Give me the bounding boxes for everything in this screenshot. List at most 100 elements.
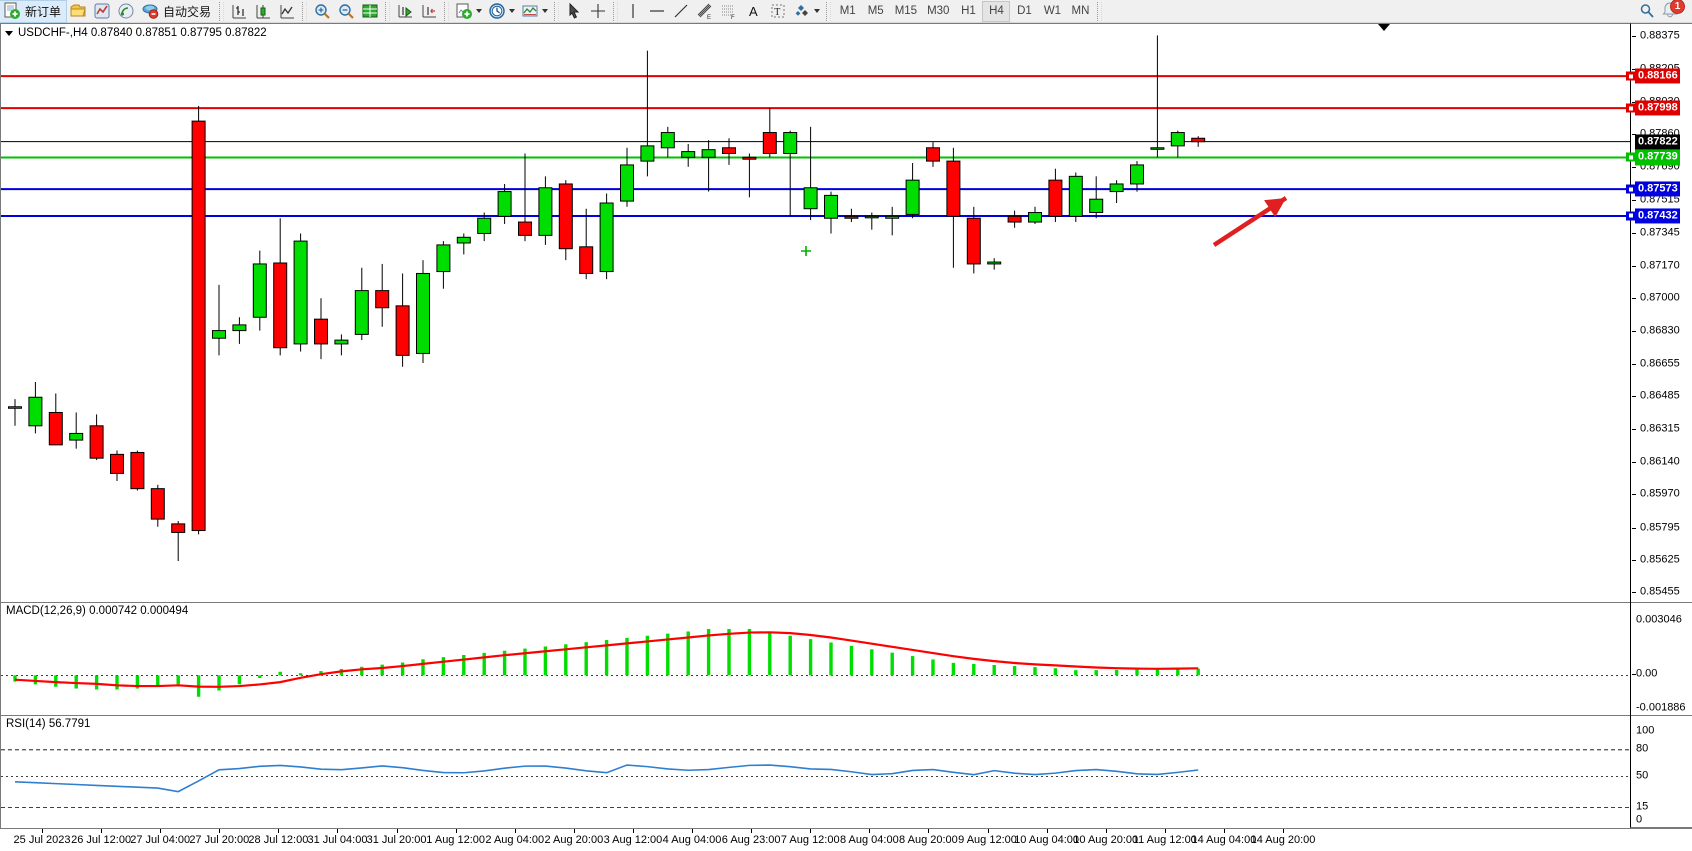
- candlestick-chart-button[interactable]: [251, 1, 275, 22]
- rsi-plot: [1, 749, 1631, 809]
- cursor-button[interactable]: [562, 1, 586, 22]
- notification-bell[interactable]: 1: [1662, 0, 1685, 21]
- zoom-in-button[interactable]: [310, 1, 334, 22]
- bar-chart-button[interactable]: [227, 1, 251, 22]
- period-button[interactable]: [485, 1, 518, 22]
- price-tick: [1632, 134, 1636, 136]
- timeframe-h4[interactable]: H4: [982, 0, 1011, 22]
- chevron-down-icon[interactable]: [476, 9, 483, 13]
- text-label-button[interactable]: T: [766, 1, 790, 22]
- svg-text:F: F: [731, 15, 735, 20]
- zoom-out-icon: [337, 2, 355, 20]
- auto-trading-button[interactable]: 自动交易: [138, 1, 216, 22]
- time-tick: [42, 829, 43, 833]
- candlestick-chart-icon: [254, 2, 272, 20]
- search-icon[interactable]: [1638, 2, 1656, 20]
- level-drag-handle[interactable]: [1626, 152, 1635, 162]
- indicators-button[interactable]: [90, 1, 114, 22]
- level-drag-handle[interactable]: [1626, 184, 1635, 194]
- text-button[interactable]: A: [741, 1, 766, 22]
- time-tick-label: 27 Jul 04:00: [130, 834, 191, 846]
- macd-tick: [1632, 674, 1636, 676]
- chart-collapse-arrow[interactable]: [1378, 24, 1390, 31]
- level-drag-handle[interactable]: [1626, 71, 1635, 81]
- vertical-line-button[interactable]: [621, 1, 645, 22]
- time-tick-label: 4 Aug 04:00: [662, 834, 722, 846]
- price-tick: [1632, 363, 1636, 365]
- rsi-tick-label: 80: [1636, 742, 1649, 755]
- timeframe-w1[interactable]: W1: [1043, 5, 1062, 17]
- equidistant-channel-icon: E: [696, 2, 714, 20]
- new-chart-button[interactable]: [452, 1, 485, 22]
- data-window-button[interactable]: [358, 1, 382, 22]
- toolbar-separator: [613, 1, 619, 21]
- price-tick: [1632, 102, 1636, 104]
- time-tick-label: 3 Aug 12:00: [603, 834, 663, 846]
- macd-pane[interactable]: MACD(12,26,9) 0.000742 0.000494: [1, 602, 1631, 714]
- timeframe-mn[interactable]: MN: [1071, 5, 1090, 17]
- time-tick: [928, 829, 930, 833]
- price-tick-label: 0.88375: [1640, 29, 1680, 42]
- price-level-label-support[interactable]: 0.87573: [1635, 181, 1680, 197]
- zoom-out-button[interactable]: [334, 1, 358, 22]
- price-tick: [1632, 68, 1636, 70]
- level-drag-handle[interactable]: [1626, 103, 1635, 113]
- time-axis[interactable]: 25 Jul 2023 26 Jul 12:00 27 Jul 04:00 27 Ju…: [0, 828, 1692, 851]
- chart-shift-button[interactable]: [417, 1, 441, 22]
- time-tick: [810, 829, 812, 833]
- timeframe-m5[interactable]: M5: [867, 5, 884, 17]
- level-drag-handle[interactable]: [1626, 211, 1635, 221]
- chevron-down-icon[interactable]: [509, 9, 516, 13]
- timeframe-d1[interactable]: D1: [1017, 5, 1032, 17]
- price-level-label-bid[interactable]: 0.87739: [1635, 149, 1680, 166]
- time-tick-label: 6 Aug 23:00: [721, 834, 781, 846]
- timeframe-h1[interactable]: H1: [961, 5, 976, 17]
- rsi-pane[interactable]: RSI(14) 56.7791: [1, 715, 1631, 828]
- folder-button[interactable]: [66, 1, 90, 22]
- price-level-label-resistance[interactable]: 0.87998: [1635, 100, 1680, 116]
- price-level-label-support[interactable]: 0.87432: [1635, 208, 1680, 224]
- price-tick-label: 0.86655: [1640, 357, 1680, 370]
- shapes-button[interactable]: [790, 1, 823, 22]
- period-clock-icon: [488, 2, 506, 20]
- signals-button[interactable]: [114, 1, 138, 22]
- trendline-button[interactable]: [669, 1, 693, 22]
- timeframe-m30[interactable]: M30: [927, 5, 950, 17]
- price-pane[interactable]: USDCHF-,H4 0.87840 0.87851 0.87795 0.878…: [1, 24, 1631, 601]
- timeframe-m1[interactable]: M1: [839, 5, 856, 17]
- timeframe-m15[interactable]: M15: [894, 5, 918, 17]
- chart-canvas-frame[interactable]: USDCHF-,H4 0.87840 0.87851 0.87795 0.878…: [0, 23, 1692, 828]
- auto-scroll-icon: [396, 2, 414, 20]
- new-order-button[interactable]: 新订单: [0, 0, 68, 23]
- time-tick: [1164, 829, 1166, 833]
- cursor-icon: [565, 2, 583, 20]
- price-tick: [1632, 592, 1636, 594]
- symbol-header[interactable]: USDCHF-,H4 0.87840 0.87851 0.87795 0.878…: [5, 27, 267, 39]
- time-tick: [337, 829, 339, 833]
- scale-pane-divider: [1631, 602, 1692, 603]
- time-tick-label: 26 Jul 12:00: [71, 834, 132, 846]
- toolbar-right-group: 1: [1638, 0, 1692, 21]
- time-tick-label: 9 Aug 12:00: [958, 834, 1017, 846]
- vertical-line-icon: [624, 2, 642, 20]
- price-tick-label: 0.87000: [1640, 291, 1680, 304]
- equidistant-channel-button[interactable]: E: [693, 1, 717, 22]
- chevron-down-icon[interactable]: [542, 9, 549, 13]
- toolbar-separator: [554, 1, 560, 21]
- auto-scroll-button[interactable]: [393, 1, 417, 22]
- chevron-down-icon[interactable]: [813, 9, 820, 13]
- templates-button[interactable]: [518, 1, 551, 22]
- time-tick-label: 25 Jul 2023: [13, 834, 71, 846]
- chevron-down-icon[interactable]: [5, 30, 13, 36]
- fibonacci-button[interactable]: F: [717, 1, 741, 22]
- horizontal-line-button[interactable]: [645, 1, 669, 22]
- chart-shift-icon: [420, 2, 438, 20]
- crosshair-button[interactable]: [586, 1, 610, 22]
- notification-count: 1: [1670, 0, 1685, 14]
- toolbar-separator: [302, 1, 308, 21]
- macd-plot: [1, 628, 1631, 697]
- price-level-label-resistance[interactable]: 0.88166: [1635, 68, 1680, 84]
- price-scale[interactable]: 0.883750.882050.880300.878600.876900.875…: [1626, 23, 1692, 828]
- price-level-label-last-price[interactable]: 0.87822: [1635, 134, 1680, 150]
- line-chart-button[interactable]: [275, 1, 299, 22]
